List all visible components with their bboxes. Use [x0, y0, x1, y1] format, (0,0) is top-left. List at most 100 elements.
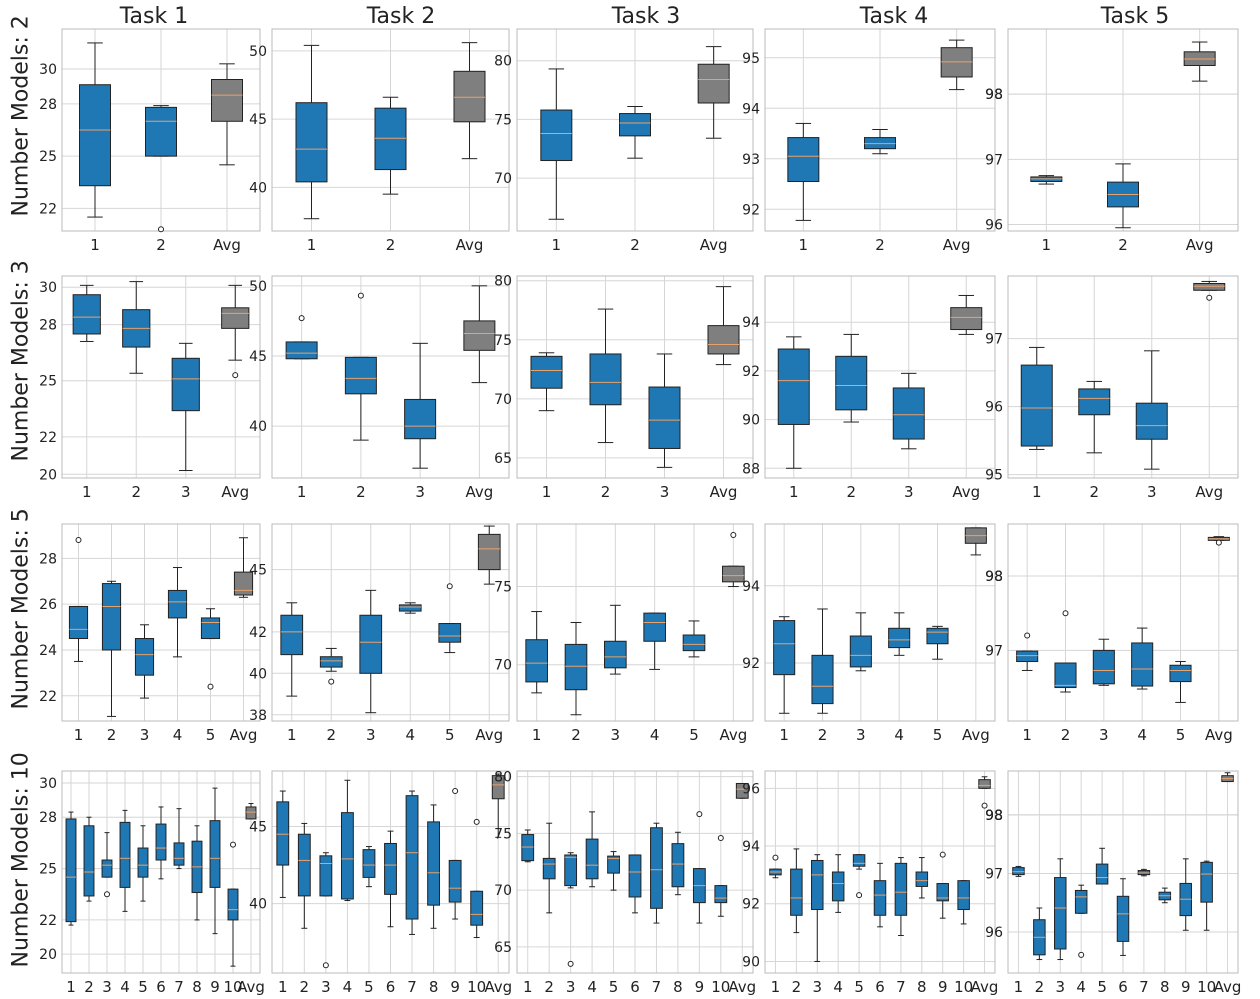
- y-tick-label: 92: [742, 656, 760, 672]
- column-title-task-2: Task 2: [366, 4, 436, 29]
- x-tick-label: 6: [875, 978, 885, 996]
- avg-box: [221, 307, 250, 329]
- x-tick-label: 3: [904, 483, 914, 501]
- subplot-r2-c1: 20 22 25 28 30 1 2 3 Avg: [39, 275, 261, 501]
- x-tick-label: 3: [140, 726, 150, 744]
- avg-box: [735, 782, 749, 799]
- y-tick-label: 28: [39, 551, 57, 567]
- model-box: [831, 871, 845, 902]
- y-tick-label: 22: [39, 201, 57, 217]
- y-tick-label: 45: [249, 349, 267, 365]
- model-box: [374, 107, 407, 171]
- x-tick-label: Avg: [230, 726, 258, 744]
- x-tick-label: 7: [652, 978, 662, 996]
- avg-box: [697, 63, 730, 104]
- model-box: [438, 623, 462, 643]
- x-tick-label: 9: [695, 978, 705, 996]
- outlier-point: [446, 583, 453, 590]
- model-box: [119, 821, 131, 888]
- y-tick-label: 40: [249, 419, 267, 435]
- model-box: [604, 640, 627, 669]
- axes-frame: [764, 275, 996, 479]
- x-tick-label: 3: [856, 726, 866, 744]
- x-tick-label: 3: [660, 483, 670, 501]
- x-tick-label: Avg: [728, 978, 756, 996]
- x-tick-label: 6: [1118, 978, 1128, 996]
- x-tick-label: 2: [156, 236, 166, 254]
- outlier-point: [75, 537, 82, 544]
- y-tick-label: 25: [39, 149, 57, 165]
- y-tick-label: 40: [249, 897, 267, 913]
- axes-frame: [271, 275, 510, 479]
- model-box: [650, 827, 663, 909]
- x-tick-label: Avg: [221, 483, 249, 501]
- x-tick-label: 7: [407, 978, 417, 996]
- x-tick-label: 3: [415, 483, 425, 501]
- model-box: [1200, 861, 1213, 903]
- x-tick-label: 2: [571, 726, 581, 744]
- model-box: [171, 357, 200, 412]
- subplot-r2-c3: 65 70 75 80 1 2 3 Avg: [494, 274, 754, 501]
- axes-frame: [516, 770, 754, 974]
- y-tick-label: 70: [494, 883, 512, 899]
- x-tick-label: 1: [287, 726, 297, 744]
- y-tick-label: 80: [494, 54, 512, 70]
- x-tick-label: 2: [1089, 483, 1099, 501]
- axes-frame: [271, 523, 510, 722]
- x-tick-label: 6: [630, 978, 640, 996]
- x-tick-label: Avg: [237, 978, 265, 996]
- x-tick-label: 1: [297, 483, 307, 501]
- x-tick-label: 1: [789, 483, 799, 501]
- outlier-point: [696, 811, 703, 818]
- model-box: [957, 880, 970, 911]
- y-tick-label: 92: [742, 202, 760, 218]
- x-tick-label: 2: [846, 483, 856, 501]
- y-tick-label: 93: [742, 152, 760, 168]
- subplot-r1-c2: 40 45 50 1 2 Avg: [249, 28, 510, 254]
- x-tick-label: 10: [711, 978, 730, 996]
- model-box: [835, 355, 868, 411]
- y-tick-label: 95: [742, 51, 760, 67]
- x-tick-label: 1: [523, 978, 533, 996]
- subplot-r1-c4: 92 93 94 95 1 2 Avg: [742, 28, 996, 254]
- x-tick-label: 5: [854, 978, 864, 996]
- axes-frame: [764, 28, 996, 232]
- y-tick-label: 20: [39, 947, 57, 963]
- model-box: [849, 635, 872, 668]
- model-box: [79, 84, 111, 187]
- x-tick-label: 3: [321, 978, 331, 996]
- model-box: [72, 294, 101, 335]
- x-tick-label: 1: [779, 726, 789, 744]
- model-box: [1054, 877, 1067, 950]
- outlier-point: [104, 891, 110, 898]
- model-box: [888, 627, 911, 649]
- model-box: [227, 888, 239, 921]
- x-tick-label: Avg: [952, 483, 980, 501]
- y-tick-label: 50: [249, 279, 267, 295]
- x-tick-label: 1: [307, 236, 317, 254]
- x-tick-label: 4: [650, 726, 660, 744]
- model-box: [811, 654, 834, 705]
- x-tick-label: 5: [609, 978, 619, 996]
- x-tick-label: 1: [532, 726, 542, 744]
- y-tick-label: 75: [494, 826, 512, 842]
- x-tick-label: 3: [812, 978, 822, 996]
- avg-box: [940, 47, 973, 78]
- x-tick-label: 8: [917, 978, 927, 996]
- subplot-r1-c1: 22 25 28 30 1 2 Avg: [39, 28, 261, 254]
- column-title-task-1: Task 1: [119, 4, 189, 29]
- model-box: [68, 605, 89, 640]
- outlier-point: [717, 834, 724, 841]
- outlier-point: [1078, 951, 1085, 958]
- x-tick-label: 1: [1042, 236, 1052, 254]
- model-box: [628, 854, 642, 898]
- model-box: [405, 795, 419, 920]
- model-box: [873, 880, 887, 916]
- model-box: [619, 113, 651, 137]
- x-tick-label: 8: [429, 978, 439, 996]
- x-tick-label: Avg: [475, 726, 503, 744]
- y-tick-label: 98: [985, 87, 1003, 103]
- avg-box: [453, 70, 486, 123]
